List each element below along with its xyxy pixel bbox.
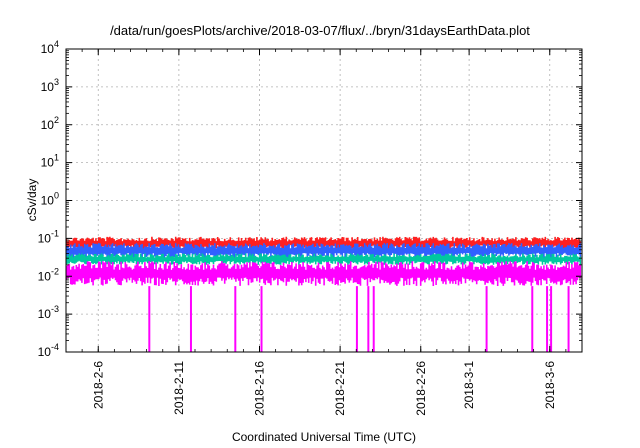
x-axis-ticks: 2018-2-6 2018-2-11 2018-2-16 2018-2-21 2018-… xyxy=(65,49,583,416)
plot-background xyxy=(66,49,582,352)
y-tick-label: 10-3 xyxy=(38,304,59,321)
y-tick-label: 101 xyxy=(41,153,59,170)
y-tick-label: 10-4 xyxy=(38,342,59,359)
y-tick-label: 104 xyxy=(41,39,59,56)
chart-title: /data/run/goesPlots/archive/2018-03-07/f… xyxy=(110,23,530,38)
x-tick-label: 2018-2-16 xyxy=(253,361,267,416)
x-axis-label: Coordinated Universal Time (UTC) xyxy=(232,430,416,444)
y-tick-label: 102 xyxy=(41,115,59,132)
x-tick-label: 2018-3-6 xyxy=(543,361,557,409)
y-tick-label: 10-1 xyxy=(38,228,59,245)
y-tick-label: 100 xyxy=(41,191,59,208)
x-tick-label: 2018-3-1 xyxy=(462,361,476,409)
x-tick-label: 2018-2-6 xyxy=(91,361,105,409)
x-tick-label: 2018-2-26 xyxy=(414,361,428,416)
y-axis-label: cSv/day xyxy=(25,179,39,222)
y-axis-ticks: 10-4 10-3 10-2 10-1 100 101 102 103 104 xyxy=(38,39,582,359)
y-tick-label: 10-2 xyxy=(38,266,59,283)
x-tick-label: 2018-2-21 xyxy=(333,361,347,416)
y-tick-label: 103 xyxy=(41,77,59,94)
x-tick-label: 2018-2-11 xyxy=(172,361,186,415)
